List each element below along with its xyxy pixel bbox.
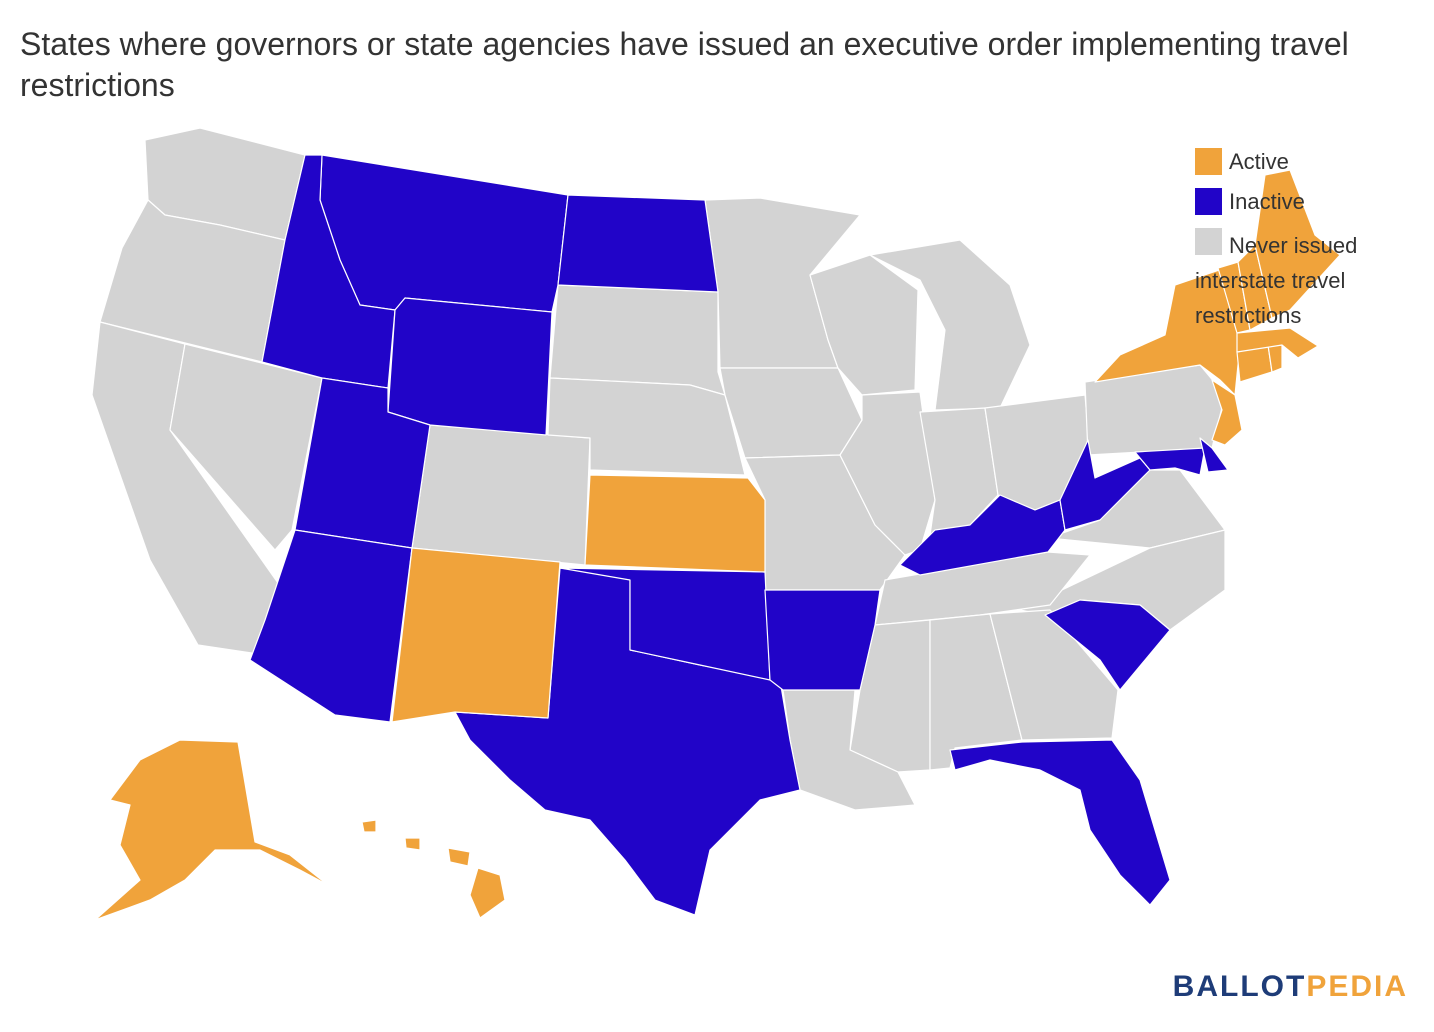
state-south-dakota[interactable] [549,284,726,396]
state-delaware[interactable] [1199,437,1229,473]
state-iowa[interactable] [719,367,863,459]
state-arkansas[interactable] [764,589,881,691]
legend-item-never: Never issued interstate travel restricti… [1195,228,1415,328]
state-hawaii-maui[interactable] [447,847,471,867]
state-georgia[interactable] [989,609,1119,741]
state-nebraska[interactable] [547,377,746,476]
ballotpedia-logo: BALLOTPEDIA [1173,970,1408,1004]
state-montana[interactable] [319,154,569,313]
legend-item-inactive: Inactive [1195,188,1415,228]
legend-label-never: Never issued interstate travel restricti… [1195,233,1358,328]
state-maine[interactable] [1254,169,1341,319]
state-new-mexico[interactable] [391,547,561,723]
state-wyoming[interactable] [387,297,553,436]
state-massachusetts[interactable] [1236,327,1319,359]
chart-title: States where governors or state agencies… [20,26,1349,103]
state-new-jersey[interactable] [1211,379,1243,446]
state-colorado[interactable] [411,424,591,566]
state-wisconsin[interactable] [809,254,919,396]
state-hawaii-oahu[interactable] [404,837,421,851]
state-florida[interactable] [949,739,1171,906]
state-hawaii-kauai[interactable] [361,819,377,833]
state-alaska[interactable] [94,739,329,921]
state-hawaii-big-island[interactable] [469,867,506,919]
logo-part-pedia: PEDIA [1306,970,1408,1003]
legend-swatch-never [1195,228,1222,255]
map-legend: Active Inactive Never issued interstate … [1195,148,1415,328]
legend-swatch-active [1195,148,1222,175]
state-south-carolina[interactable] [1044,599,1171,691]
legend-swatch-inactive [1195,188,1222,215]
state-kansas[interactable] [584,474,766,573]
legend-label-active: Active [1229,149,1289,174]
state-kentucky[interactable] [899,494,1066,576]
logo-part-ballot: BALLOT [1172,970,1307,1003]
legend-item-active: Active [1195,148,1415,188]
state-north-dakota[interactable] [557,194,719,293]
legend-label-inactive: Inactive [1229,189,1305,214]
state-arizona[interactable] [249,529,413,723]
